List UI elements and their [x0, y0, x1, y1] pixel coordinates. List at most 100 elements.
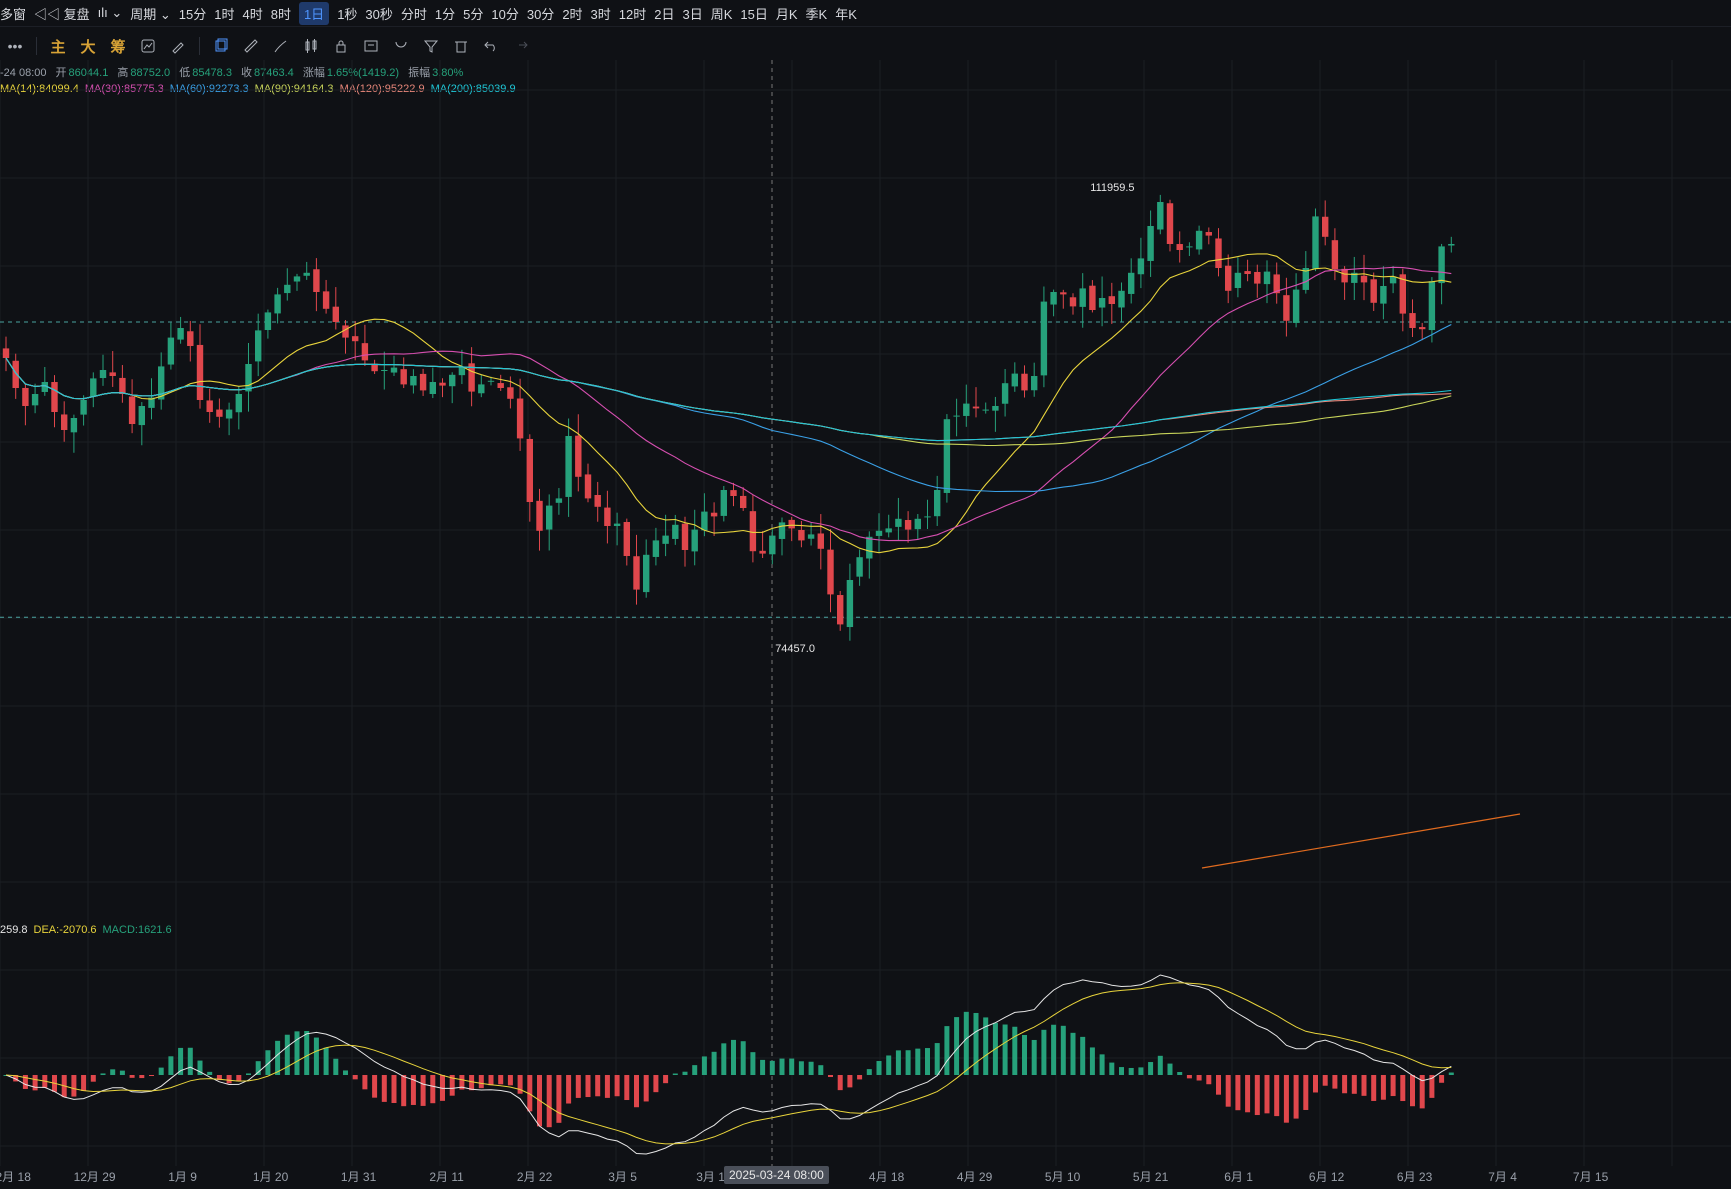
macd-bar [187, 1047, 193, 1075]
macd-bar [1099, 1054, 1105, 1075]
period-item[interactable]: 周K [710, 6, 733, 22]
candle-body [982, 409, 989, 411]
candle-body [1137, 258, 1145, 275]
period-item[interactable]: 1秒 [337, 6, 358, 22]
macd-bar [731, 1039, 736, 1075]
macd-bar [401, 1075, 407, 1107]
period-item[interactable]: 年K [835, 6, 857, 22]
more-button[interactable]: ••• [7, 38, 23, 54]
period-item[interactable]: 5分 [463, 6, 484, 22]
macd-bar [110, 1069, 116, 1075]
candle-body [1409, 313, 1416, 328]
trash-icon[interactable] [446, 34, 476, 58]
macd-bar [769, 1060, 775, 1075]
indicator-icon[interactable] [133, 34, 163, 58]
legend-entry: MA(90):94164.3 [254, 83, 334, 95]
crosshair-date-label: 2025-03-24 08:00 [724, 1166, 829, 1184]
brush-icon[interactable] [266, 34, 296, 58]
candle-body [2, 348, 10, 358]
magnet-icon[interactable] [386, 34, 416, 58]
candle-body [778, 522, 786, 539]
low-label: 74457.0 [775, 642, 815, 655]
candle-icon[interactable] [296, 34, 326, 58]
redo-icon[interactable] [506, 34, 536, 58]
macd-bar [740, 1041, 746, 1075]
period-item[interactable]: 季K [805, 6, 828, 22]
candle-body [817, 533, 824, 549]
candle-body [148, 397, 155, 408]
period-item[interactable]: 1日 [298, 1, 330, 25]
macd-bar [391, 1075, 397, 1104]
x-tick-label: 12月 29 [73, 1170, 116, 1184]
period-item[interactable]: 1分 [434, 6, 456, 22]
period-item[interactable]: 30分 [526, 6, 555, 22]
macd-bar [624, 1075, 630, 1101]
main-indicator-button[interactable]: 主 [50, 38, 66, 56]
candle-body [41, 382, 48, 392]
undo-icon[interactable] [476, 34, 506, 58]
candle-body [1380, 286, 1387, 304]
filter-icon[interactable] [416, 34, 446, 58]
candle-body [516, 398, 524, 439]
candle-body [1031, 376, 1038, 391]
candle-body [167, 337, 175, 365]
macd-bar [837, 1075, 843, 1091]
macd-bar [527, 1075, 533, 1112]
period-item[interactable]: 8时 [270, 6, 291, 22]
lock-icon[interactable] [326, 34, 356, 58]
period-item[interactable]: 3时 [590, 6, 611, 22]
period-item[interactable]: 4时 [242, 6, 263, 22]
period-item[interactable]: 2时 [562, 6, 583, 22]
period-item[interactable]: 周期 ⌄ [130, 6, 171, 22]
chip-button[interactable]: 筹 [110, 38, 126, 56]
candle-body [381, 370, 388, 371]
period-item[interactable]: 10分 [491, 6, 519, 22]
ma-line [5, 357, 1452, 442]
candle-body [594, 494, 601, 507]
big-order-button[interactable]: 大 [80, 38, 96, 56]
macd-bar [381, 1075, 387, 1102]
candle-body [1098, 298, 1106, 308]
candle-body [875, 530, 883, 536]
edit-icon[interactable] [356, 34, 386, 58]
macd-bar [1109, 1062, 1115, 1075]
candle-body [924, 516, 931, 518]
candle-body [128, 396, 136, 424]
macd-bar [1177, 1072, 1183, 1075]
period-item[interactable]: ◁◁ 复盘 [34, 6, 90, 22]
period-item[interactable]: 分时 [400, 6, 427, 22]
macd-bar [129, 1075, 135, 1078]
macd-bar [983, 1017, 989, 1075]
period-item[interactable]: 月K [775, 6, 798, 22]
period-item[interactable]: 15分 [178, 6, 207, 22]
period-item[interactable]: 30秒 [365, 6, 393, 22]
period-item[interactable]: 1时 [214, 6, 235, 22]
ma-line [5, 357, 1452, 442]
period-item[interactable]: 15日 [740, 6, 768, 22]
period-item[interactable]: ılı ⌄ [97, 5, 123, 20]
macd-bar [333, 1058, 339, 1075]
macd-bar [226, 1075, 232, 1084]
copy-icon[interactable] [206, 34, 236, 58]
candle-body [555, 498, 563, 503]
macd-bar [13, 1075, 19, 1082]
ruler-icon[interactable] [236, 34, 266, 58]
candle-body [613, 523, 621, 526]
macd-bar [488, 1075, 494, 1086]
macd-bar [410, 1075, 416, 1105]
x-tick-label: 3月 1 [696, 1170, 725, 1184]
candle-body [1292, 289, 1300, 323]
candle-body [1312, 216, 1319, 269]
macd-bar [556, 1075, 562, 1123]
drawing-toolbar: ••• 主 大 筹 [0, 32, 1731, 60]
period-item[interactable]: 多窗 [0, 6, 27, 22]
macd-bar [1235, 1075, 1241, 1111]
pen-icon[interactable] [163, 34, 193, 58]
macd-bar [575, 1075, 581, 1098]
candle-body [1438, 246, 1445, 284]
ma-line [5, 266, 1452, 542]
period-item[interactable]: 12时 [618, 6, 647, 22]
price-chart[interactable] [0, 60, 1731, 1166]
period-item[interactable]: 3日 [682, 6, 703, 22]
period-item[interactable]: 2日 [654, 6, 675, 22]
